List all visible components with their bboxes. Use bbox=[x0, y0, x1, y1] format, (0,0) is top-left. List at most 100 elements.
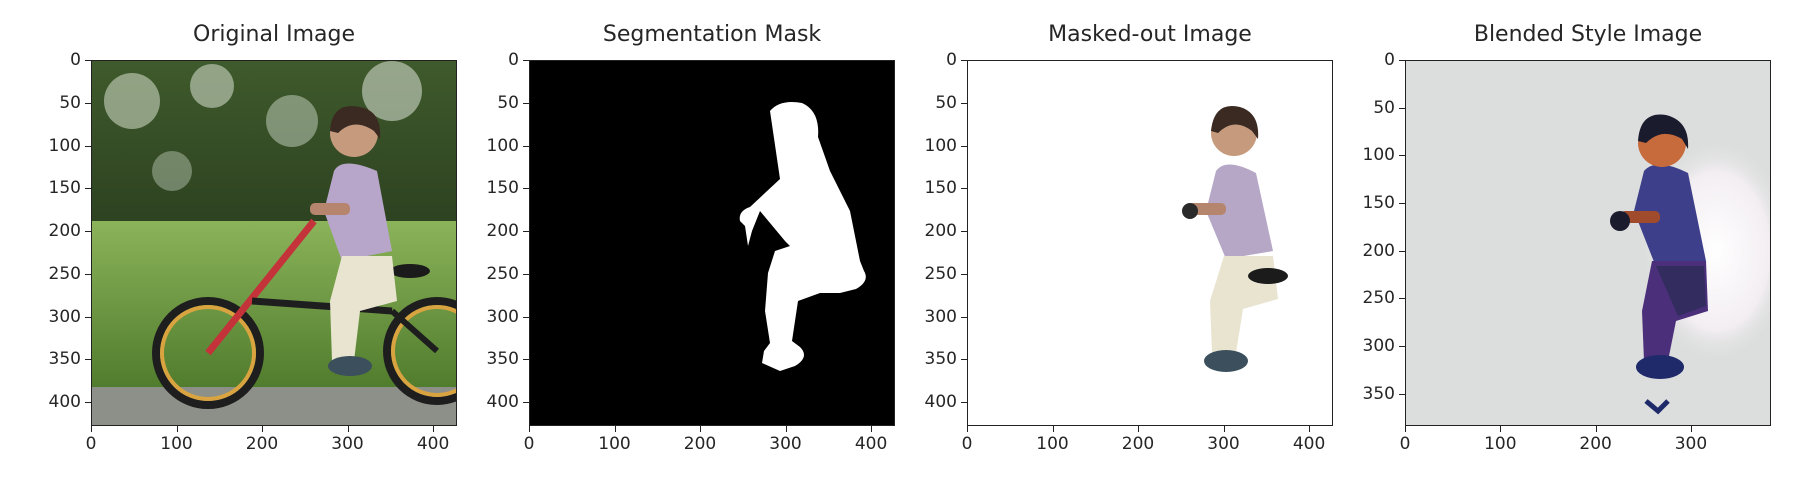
x-tick-mark bbox=[871, 426, 873, 432]
x-tick-label: 100 bbox=[1484, 434, 1517, 454]
x-tick-label: 200 bbox=[683, 434, 717, 454]
y-tick-mark bbox=[961, 145, 967, 147]
x-tick-mark bbox=[614, 426, 616, 432]
x-tick-mark bbox=[1500, 426, 1502, 432]
y-tick-mark bbox=[85, 145, 91, 147]
y-tick-label: 300 bbox=[486, 306, 519, 327]
x-tick-label: 400 bbox=[416, 434, 450, 454]
y-tick-mark bbox=[961, 402, 967, 404]
y-tick-label: 150 bbox=[924, 178, 957, 199]
x-tick-label: 300 bbox=[769, 434, 802, 454]
x-tick-mark bbox=[91, 426, 92, 432]
y-tick-mark bbox=[961, 60, 967, 61]
panel-title: Original Image bbox=[193, 22, 355, 47]
y-tick-mark bbox=[1399, 250, 1405, 252]
x-tick-label: 100 bbox=[598, 434, 631, 454]
y-tick-label: 400 bbox=[486, 392, 519, 413]
y-tick-mark bbox=[961, 231, 967, 233]
x-tick-label: 0 bbox=[523, 434, 535, 454]
y-tick-mark bbox=[85, 231, 91, 233]
y-tick-mark bbox=[961, 102, 967, 104]
y-tick-label: 0 bbox=[1384, 50, 1395, 70]
x-tick-label: 400 bbox=[854, 434, 888, 454]
x-tick-mark bbox=[262, 426, 264, 432]
y-tick-mark bbox=[1399, 345, 1405, 347]
y-tick-label: 250 bbox=[1362, 288, 1395, 309]
y-tick-label: 300 bbox=[1362, 335, 1395, 356]
x-tick-mark bbox=[1052, 426, 1054, 432]
y-tick-label: 350 bbox=[486, 349, 519, 370]
y-tick-mark bbox=[523, 231, 529, 233]
blended-child bbox=[1556, 91, 1770, 415]
x-tick-mark bbox=[700, 426, 702, 432]
x-tick-label: 300 bbox=[1207, 434, 1240, 454]
mask-silhouette bbox=[739, 102, 866, 371]
segmentation-mask-image bbox=[529, 60, 895, 426]
masked-out-image bbox=[967, 60, 1333, 426]
y-tick-label: 0 bbox=[508, 50, 519, 70]
y-tick-mark bbox=[523, 359, 529, 361]
y-tick-label: 50 bbox=[935, 92, 957, 113]
y-tick-mark bbox=[85, 273, 91, 275]
y-tick-mark bbox=[85, 316, 91, 318]
y-tick-mark bbox=[523, 402, 529, 404]
y-tick-mark bbox=[85, 102, 91, 104]
y-tick-mark bbox=[523, 60, 529, 61]
y-tick-label: 0 bbox=[946, 50, 957, 70]
original-photo bbox=[92, 61, 456, 425]
y-tick-mark bbox=[961, 188, 967, 190]
y-tick-mark bbox=[1399, 107, 1405, 109]
blended-style-image bbox=[1405, 60, 1771, 426]
y-tick-mark bbox=[85, 188, 91, 190]
y-tick-mark bbox=[85, 402, 91, 404]
y-tick-label: 100 bbox=[924, 135, 957, 156]
y-tick-label: 300 bbox=[48, 306, 81, 327]
y-tick-mark bbox=[1399, 298, 1405, 300]
x-tick-mark bbox=[785, 426, 787, 432]
y-tick-label: 200 bbox=[1362, 240, 1395, 261]
y-tick-label: 200 bbox=[48, 221, 81, 242]
y-tick-label: 50 bbox=[497, 92, 519, 113]
y-tick-label: 150 bbox=[48, 178, 81, 199]
y-tick-label: 350 bbox=[1362, 383, 1395, 404]
y-tick-label: 200 bbox=[924, 221, 957, 242]
y-tick-mark bbox=[523, 316, 529, 318]
x-tick-mark bbox=[1595, 426, 1597, 432]
y-tick-label: 50 bbox=[1373, 97, 1395, 118]
y-tick-mark bbox=[961, 359, 967, 361]
original-image bbox=[91, 60, 457, 426]
y-tick-label: 100 bbox=[48, 135, 81, 156]
y-tick-label: 100 bbox=[486, 135, 519, 156]
y-tick-label: 200 bbox=[486, 221, 519, 242]
x-tick-label: 300 bbox=[1674, 434, 1708, 454]
x-tick-mark bbox=[1138, 426, 1140, 432]
y-tick-mark bbox=[523, 145, 529, 147]
x-tick-mark bbox=[1690, 426, 1692, 432]
y-tick-mark bbox=[523, 102, 529, 104]
y-tick-label: 150 bbox=[1362, 192, 1395, 213]
y-tick-mark bbox=[961, 273, 967, 275]
y-tick-mark bbox=[85, 359, 91, 361]
y-tick-label: 400 bbox=[924, 392, 957, 413]
panel-title: Blended Style Image bbox=[1473, 22, 1703, 47]
y-tick-label: 0 bbox=[70, 50, 81, 70]
y-tick-label: 250 bbox=[48, 263, 81, 284]
y-tick-label: 250 bbox=[924, 263, 957, 284]
y-tick-label: 150 bbox=[486, 178, 519, 199]
y-tick-mark bbox=[1399, 393, 1405, 395]
x-tick-label: 100 bbox=[1036, 434, 1069, 454]
x-tick-mark bbox=[1223, 426, 1225, 432]
y-tick-mark bbox=[523, 188, 529, 190]
panel-title: Segmentation Mask bbox=[602, 22, 822, 47]
y-tick-label: 350 bbox=[48, 349, 81, 370]
masked-child bbox=[1182, 106, 1288, 372]
x-tick-label: 200 bbox=[245, 434, 279, 454]
x-tick-mark bbox=[1405, 426, 1406, 432]
x-tick-label: 200 bbox=[1121, 434, 1155, 454]
x-tick-mark bbox=[967, 426, 968, 432]
x-tick-label: 300 bbox=[331, 434, 364, 454]
x-tick-label: 200 bbox=[1579, 434, 1612, 454]
y-tick-label: 400 bbox=[48, 392, 81, 413]
x-tick-label: 0 bbox=[1399, 434, 1411, 454]
x-tick-mark bbox=[347, 426, 349, 432]
